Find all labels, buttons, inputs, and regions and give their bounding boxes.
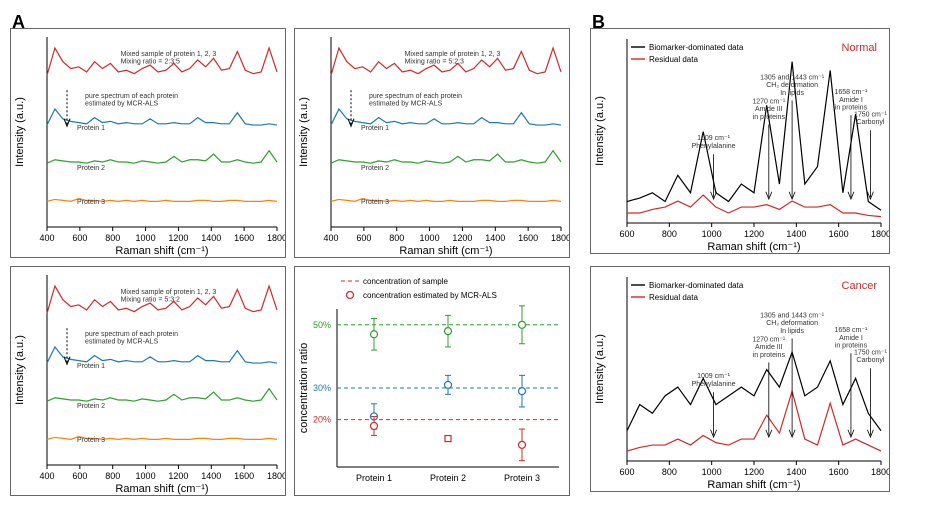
svg-text:1600: 1600 (518, 233, 538, 243)
svg-text:1200: 1200 (744, 467, 764, 477)
svg-text:concentration estimated by MCR: concentration estimated by MCR-ALS (363, 291, 497, 300)
svg-text:20%: 20% (313, 415, 331, 425)
svg-text:1800: 1800 (551, 233, 569, 243)
svg-text:800: 800 (105, 233, 120, 243)
svg-text:1400: 1400 (201, 233, 221, 243)
svg-text:1009 cm⁻¹Phenylalanine: 1009 cm⁻¹Phenylalanine (692, 373, 736, 388)
svg-text:1658 cm⁻¹Amide Iin proteins: 1658 cm⁻¹Amide Iin proteins (835, 89, 869, 111)
svg-text:600: 600 (619, 467, 634, 477)
svg-text:Intensity (a.u.): Intensity (a.u.) (14, 335, 26, 405)
svg-text:1009 cm⁻¹Phenylalanine: 1009 cm⁻¹Phenylalanine (692, 135, 736, 150)
svg-text:1000: 1000 (702, 467, 722, 477)
svg-text:1600: 1600 (829, 467, 849, 477)
svg-text:600: 600 (72, 233, 87, 243)
svg-text:concentration of sample: concentration of sample (363, 277, 448, 286)
svg-text:1000: 1000 (136, 471, 156, 481)
spectrum-chart-a3: 400 600 800 1000 1200 1400 1600 1800 Raman shift… (10, 266, 286, 496)
svg-text:1800: 1800 (871, 229, 889, 239)
svg-text:Protein 3: Protein 3 (77, 437, 105, 444)
svg-text:Biomarker-dominated data: Biomarker-dominated data (649, 281, 744, 290)
svg-text:1750 cm⁻¹Carbonyl: 1750 cm⁻¹Carbonyl (854, 349, 888, 364)
svg-text:Normal: Normal (842, 42, 877, 54)
svg-text:concentration ratio: concentration ratio (298, 343, 310, 434)
svg-text:Intensity (a.u.): Intensity (a.u.) (594, 334, 606, 404)
svg-text:1000: 1000 (136, 233, 156, 243)
svg-text:1000: 1000 (420, 233, 440, 243)
svg-text:50%: 50% (313, 320, 331, 330)
svg-text:600: 600 (356, 233, 371, 243)
svg-text:Raman shift (cm⁻¹): Raman shift (cm⁻¹) (399, 245, 492, 257)
svg-text:800: 800 (105, 471, 120, 481)
svg-text:Protein 1: Protein 1 (356, 473, 392, 483)
svg-text:1400: 1400 (786, 229, 806, 239)
svg-text:1200: 1200 (452, 233, 472, 243)
svg-text:1200: 1200 (168, 471, 188, 481)
svg-text:Intensity (a.u.): Intensity (a.u.) (298, 97, 310, 167)
svg-text:600: 600 (72, 471, 87, 481)
svg-text:1200: 1200 (168, 233, 188, 243)
svg-text:400: 400 (323, 233, 338, 243)
svg-text:Protein 1: Protein 1 (77, 363, 105, 370)
svg-text:800: 800 (662, 467, 677, 477)
svg-text:1305 and 1443 cm⁻¹CH₂ deformat: 1305 and 1443 cm⁻¹CH₂ deformationIn lipi… (760, 74, 825, 96)
svg-text:Raman shift (cm⁻¹): Raman shift (cm⁻¹) (115, 483, 208, 495)
svg-text:1800: 1800 (267, 471, 285, 481)
spectrum-chart-b-normal: 600 800 1000 1200 1400 1600 1800 Raman shift (c… (590, 28, 890, 254)
spectrum-chart-a2: 400 600 800 1000 1200 1400 1600 1800 Raman shift… (294, 28, 570, 258)
svg-text:1200: 1200 (744, 229, 764, 239)
svg-text:Residual data: Residual data (649, 55, 698, 64)
svg-text:Raman shift (cm⁻¹): Raman shift (cm⁻¹) (707, 241, 800, 253)
svg-text:Protein 3: Protein 3 (361, 199, 389, 206)
concentration-chart: 50% 30% 20% Protein 1 Protein 2 Protein 3 conc… (294, 266, 570, 496)
svg-text:800: 800 (662, 229, 677, 239)
svg-text:1600: 1600 (829, 229, 849, 239)
spectrum-chart-b-cancer: 600 800 1000 1200 1400 1600 1800 Raman shift (c… (590, 266, 890, 492)
svg-text:Raman shift (cm⁻¹): Raman shift (cm⁻¹) (115, 245, 208, 257)
svg-text:1600: 1600 (234, 233, 254, 243)
svg-text:Protein 2: Protein 2 (77, 403, 105, 410)
svg-text:Protein 3: Protein 3 (504, 473, 540, 483)
svg-text:pure spectrum of each proteine: pure spectrum of each proteinestimated b… (85, 93, 178, 108)
svg-text:Intensity (a.u.): Intensity (a.u.) (594, 96, 606, 166)
svg-text:800: 800 (389, 233, 404, 243)
svg-text:1270 cm⁻¹Amide IIIin proteins: 1270 cm⁻¹Amide IIIin proteins (752, 336, 786, 358)
svg-text:Protein 2: Protein 2 (430, 473, 466, 483)
svg-text:Intensity (a.u.): Intensity (a.u.) (14, 97, 26, 167)
panel-b: B 60080010001200140016001800Raman shift … (590, 10, 890, 496)
svg-text:1400: 1400 (201, 471, 221, 481)
svg-text:1600: 1600 (234, 471, 254, 481)
svg-text:30%: 30% (313, 383, 331, 393)
svg-text:Protein 1: Protein 1 (77, 125, 105, 132)
svg-text:600: 600 (619, 229, 634, 239)
spectrum-chart-a1: 400 600 800 1000 1200 1400 1600 1800 Raman shift… (10, 28, 286, 258)
figure: A 40060080010001200140016001800Raman shi… (10, 10, 915, 496)
svg-text:1750 cm⁻¹Carbonyl: 1750 cm⁻¹Carbonyl (854, 111, 888, 126)
svg-text:1800: 1800 (871, 467, 889, 477)
svg-text:Protein 2: Protein 2 (77, 165, 105, 172)
svg-text:1305 and 1443 cm⁻¹CH₂ deformat: 1305 and 1443 cm⁻¹CH₂ deformationIn lipi… (760, 312, 825, 334)
svg-text:1400: 1400 (485, 233, 505, 243)
svg-text:1270 cm⁻¹Amide IIIin proteins: 1270 cm⁻¹Amide IIIin proteins (752, 98, 786, 120)
svg-text:Cancer: Cancer (842, 280, 878, 292)
svg-text:pure spectrum of each proteine: pure spectrum of each proteinestimated b… (369, 93, 462, 108)
panel-a: A 40060080010001200140016001800Raman shi… (10, 10, 570, 496)
svg-text:pure spectrum of each proteine: pure spectrum of each proteinestimated b… (85, 331, 178, 346)
svg-text:1658 cm⁻¹Amide Iin proteins: 1658 cm⁻¹Amide Iin proteins (835, 327, 869, 349)
svg-text:Protein 3: Protein 3 (77, 199, 105, 206)
svg-text:Biomarker-dominated data: Biomarker-dominated data (649, 43, 744, 52)
svg-text:1400: 1400 (786, 467, 806, 477)
svg-text:1000: 1000 (702, 229, 722, 239)
svg-text:Protein 2: Protein 2 (361, 165, 389, 172)
svg-text:400: 400 (39, 471, 54, 481)
svg-text:400: 400 (39, 233, 54, 243)
svg-text:1800: 1800 (267, 233, 285, 243)
svg-text:Raman shift (cm⁻¹): Raman shift (cm⁻¹) (707, 479, 800, 491)
svg-text:Protein 1: Protein 1 (361, 125, 389, 132)
svg-text:Residual data: Residual data (649, 293, 698, 302)
